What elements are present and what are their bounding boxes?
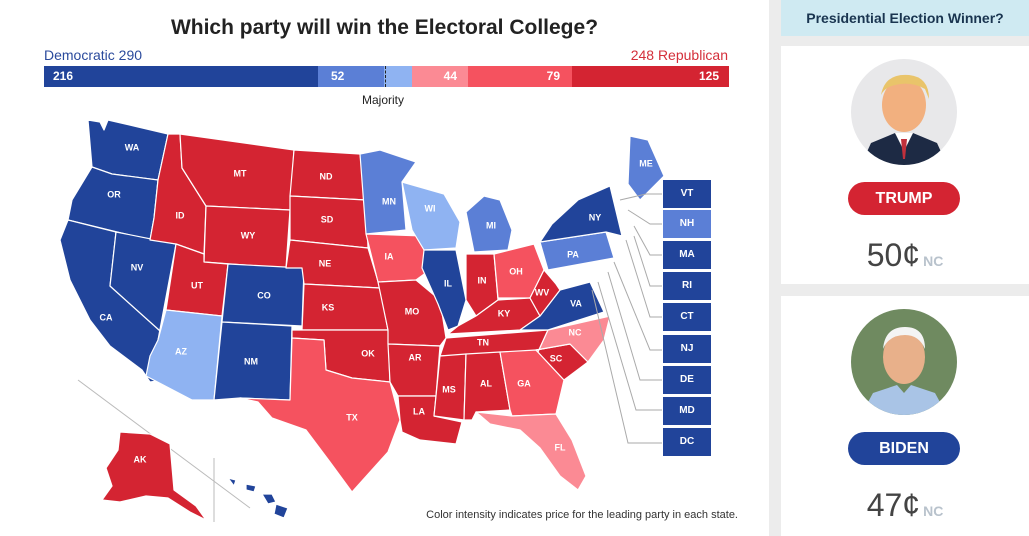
- state-me[interactable]: [627, 135, 665, 201]
- state-il[interactable]: [421, 249, 467, 331]
- state-ms[interactable]: [433, 353, 467, 421]
- state-label-wa: WA: [125, 142, 140, 152]
- state-label-in: IN: [478, 275, 487, 285]
- majority-label: Majority: [362, 93, 405, 107]
- state-label-ga: GA: [517, 378, 531, 388]
- state-label-wv: WV: [535, 287, 550, 297]
- map-panel: Which party will win the Electoral Colle…: [0, 0, 769, 536]
- price-value: 47¢: [866, 487, 921, 523]
- state-label-ks: KS: [322, 302, 335, 312]
- state-label-ak: AK: [134, 454, 147, 464]
- state-fl[interactable]: [475, 411, 587, 491]
- state-ny[interactable]: [539, 185, 623, 243]
- us-map: WA OR CA NV ID MT WY UT AZ CO NM ND SD NE KS OK TX MN IA MO…: [59, 119, 665, 522]
- state-label-va: VA: [570, 298, 582, 308]
- state-wv[interactable]: [529, 269, 561, 317]
- avatar-biden: [851, 309, 957, 415]
- state-label-az: AZ: [175, 346, 187, 356]
- state-label-fl: FL: [555, 442, 566, 452]
- state-label-id: ID: [176, 210, 186, 220]
- state-label-nd: ND: [320, 171, 333, 181]
- republican-total: 248 Republican: [630, 47, 728, 63]
- state-label-la: LA: [413, 406, 425, 416]
- state-label-nm: NM: [244, 356, 258, 366]
- small-state-box-ma[interactable]: MA: [663, 241, 711, 269]
- state-label-ia: IA: [385, 251, 395, 261]
- state-label-nv: NV: [131, 262, 144, 272]
- state-tx[interactable]: [239, 337, 401, 493]
- state-label-tn: TN: [477, 337, 489, 347]
- state-ak[interactable]: [101, 431, 207, 521]
- state-label-ny: NY: [589, 212, 602, 222]
- state-label-sd: SD: [321, 214, 334, 224]
- map-footnote: Color intensity indicates price for the …: [426, 509, 738, 521]
- price-value: 50¢: [866, 237, 921, 273]
- candidate-card-biden[interactable]: BIDEN 47¢ NC: [781, 296, 1029, 536]
- candidate-card-trump[interactable]: TRUMP 50¢ NC: [781, 46, 1029, 284]
- bar-segment-rep-lean[interactable]: 79: [468, 66, 572, 87]
- state-wi[interactable]: [401, 181, 461, 251]
- state-label-mo: MO: [405, 306, 420, 316]
- state-label-mt: MT: [234, 168, 247, 178]
- state-label-ms: MS: [442, 384, 456, 394]
- majority-marker: [385, 66, 386, 87]
- state-label-ca: CA: [100, 312, 113, 322]
- state-label-nc: NC: [569, 327, 582, 337]
- sidebar-header: Presidential Election Winner?: [781, 0, 1029, 36]
- price-change: NC: [923, 253, 944, 269]
- bar-segment-dem-lean[interactable]: 52: [318, 66, 384, 87]
- state-ks[interactable]: [301, 283, 389, 331]
- state-mi[interactable]: [465, 195, 513, 253]
- small-state-box-de[interactable]: DE: [663, 366, 711, 394]
- state-label-tx: TX: [346, 412, 358, 422]
- avatar-trump: [851, 59, 957, 165]
- small-state-box-md[interactable]: MD: [663, 397, 711, 425]
- small-state-box-nj[interactable]: NJ: [663, 335, 711, 363]
- state-label-sc: SC: [550, 353, 563, 363]
- small-state-box-vt[interactable]: VT: [663, 180, 711, 208]
- democratic-total: Democratic 290: [44, 47, 143, 63]
- bar-segment-dem-tilt[interactable]: [384, 66, 412, 87]
- state-label-co: CO: [257, 290, 271, 300]
- small-state-box-ct[interactable]: CT: [663, 303, 711, 331]
- state-label-il: IL: [444, 278, 453, 288]
- small-state-box-nh[interactable]: NH: [663, 210, 711, 238]
- bar-segment-rep-strong[interactable]: 125: [572, 66, 729, 87]
- state-label-wi: WI: [425, 203, 436, 213]
- candidate-price-trump: 50¢ NC: [781, 237, 1029, 274]
- state-label-mn: MN: [382, 196, 396, 206]
- small-state-box-ri[interactable]: RI: [663, 272, 711, 300]
- state-hi[interactable]: [227, 477, 289, 519]
- state-label-ok: OK: [361, 348, 375, 358]
- state-mo[interactable]: [377, 279, 447, 347]
- candidate-name-trump[interactable]: TRUMP: [848, 182, 960, 215]
- state-label-al: AL: [480, 378, 492, 388]
- state-label-wy: WY: [241, 230, 256, 240]
- map-title: Which party will win the Electoral Colle…: [170, 16, 599, 39]
- price-change: NC: [923, 503, 944, 519]
- small-state-box-dc[interactable]: DC: [663, 428, 711, 456]
- state-label-or: OR: [107, 189, 121, 199]
- state-label-ar: AR: [409, 352, 422, 362]
- bar-segment-rep-tilt[interactable]: 44: [412, 66, 468, 87]
- candidate-name-biden[interactable]: BIDEN: [848, 432, 960, 465]
- state-label-oh: OH: [509, 266, 523, 276]
- state-label-mi: MI: [486, 220, 496, 230]
- electoral-seat-bar: 216 52 44 79 125: [44, 66, 729, 87]
- state-label-ne: NE: [319, 258, 332, 268]
- state-label-ut: UT: [191, 280, 203, 290]
- candidate-price-biden: 47¢ NC: [781, 487, 1029, 524]
- state-label-pa: PA: [567, 249, 579, 259]
- state-label-ky: KY: [498, 308, 511, 318]
- bar-segment-dem-strong[interactable]: 216: [44, 66, 318, 87]
- state-label-me: ME: [639, 158, 653, 168]
